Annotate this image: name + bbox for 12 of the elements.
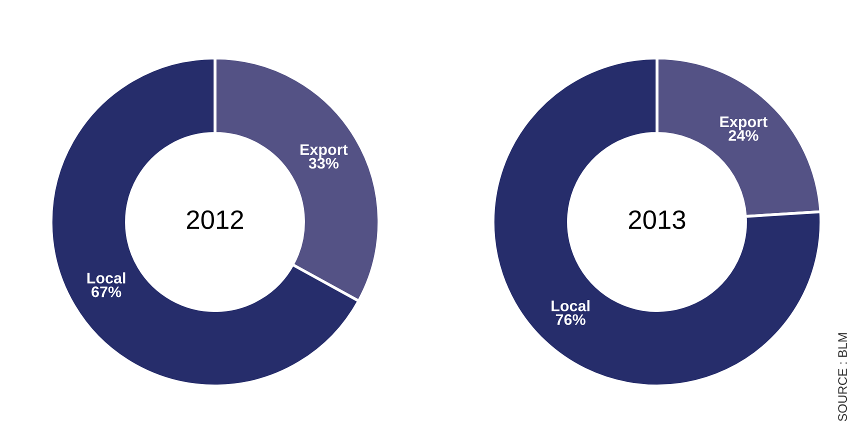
data-label: 76% (556, 314, 586, 325)
data-label: 67% (92, 286, 122, 298)
source-note: SOURCE : BLM (838, 333, 847, 422)
donut-slice (492, 56, 822, 388)
slice-label: Export (300, 144, 348, 158)
slice-label: Export (720, 116, 768, 130)
text: 2012 (186, 210, 244, 230)
data-label: 33% (308, 158, 339, 169)
slice-label: Local (552, 300, 590, 312)
slice-label: Local (87, 272, 126, 284)
data-label: 24% (728, 130, 758, 141)
text: 2013 (628, 210, 686, 230)
